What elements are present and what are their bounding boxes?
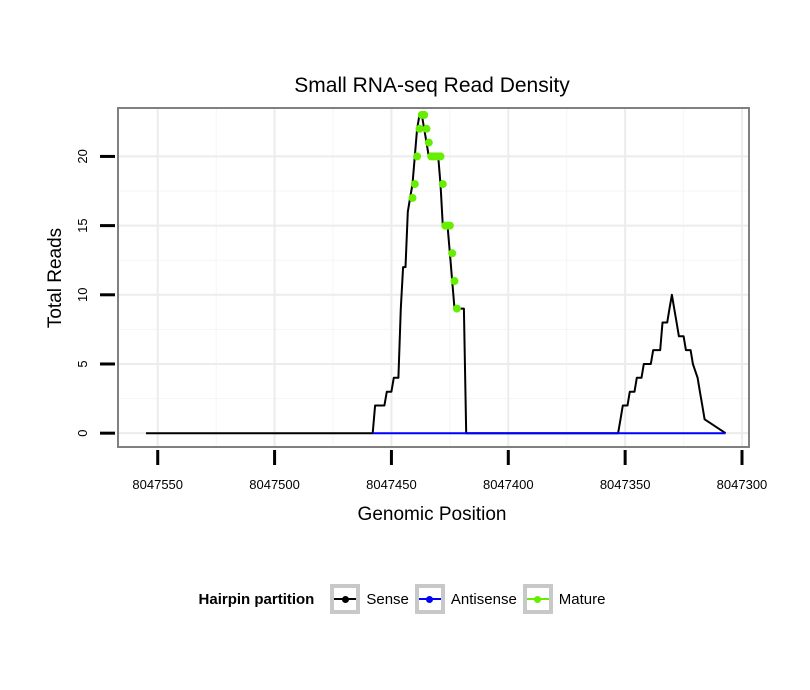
legend-key-sense [330, 584, 361, 614]
y-tick-label: 10 [75, 288, 90, 302]
mature-point [422, 124, 431, 133]
series-layer [146, 110, 727, 435]
x-tick-label: 8047350 [600, 477, 651, 492]
legend-key-antisense [414, 584, 445, 614]
x-tick-label: 8047550 [132, 477, 183, 492]
legend-title: Hairpin partition [198, 590, 315, 608]
legend-item-mature: Mature [522, 584, 606, 614]
mature-point [410, 180, 419, 189]
y-tick-label: 0 [75, 430, 90, 437]
mature-point [438, 180, 447, 189]
mature-point [415, 124, 424, 133]
legend-label-mature: Mature [558, 590, 606, 608]
y-tick-label: 5 [75, 360, 90, 367]
legend-item-sense: Sense [330, 584, 409, 614]
mature-point [420, 110, 429, 119]
mature-point [448, 249, 457, 258]
y-tick-label: 15 [75, 218, 90, 232]
mature-point [436, 152, 445, 161]
x-tick-label: 8047500 [249, 477, 300, 492]
x-axis-label: Genomic Position [358, 504, 507, 525]
mature-point [424, 138, 433, 147]
legend: Hairpin partition Sense Antisense Mature [0, 577, 810, 621]
legend-label-antisense: Antisense [450, 590, 517, 608]
mature-point [450, 277, 459, 285]
legend-key-mature [522, 584, 553, 614]
axes: 8047550 8047500 8047450 8047400 8047350 80473… [75, 149, 767, 492]
mature-point [413, 152, 422, 161]
mature-point [452, 304, 461, 313]
legend-item-antisense: Antisense [414, 584, 517, 614]
x-tick-label: 8047400 [483, 477, 534, 492]
legend-label-sense: Sense [366, 590, 409, 608]
x-tick-label: 8047450 [366, 477, 417, 492]
mature-point [445, 221, 454, 230]
plot-panel-border [117, 107, 750, 448]
grid [118, 108, 749, 447]
y-axis-label: Total Reads [45, 228, 66, 328]
x-tick-label: 8047300 [717, 477, 768, 492]
y-tick-label: 20 [75, 149, 90, 163]
mature-point [408, 193, 417, 202]
chart-title: Small RNA-seq Read Density [294, 74, 570, 97]
